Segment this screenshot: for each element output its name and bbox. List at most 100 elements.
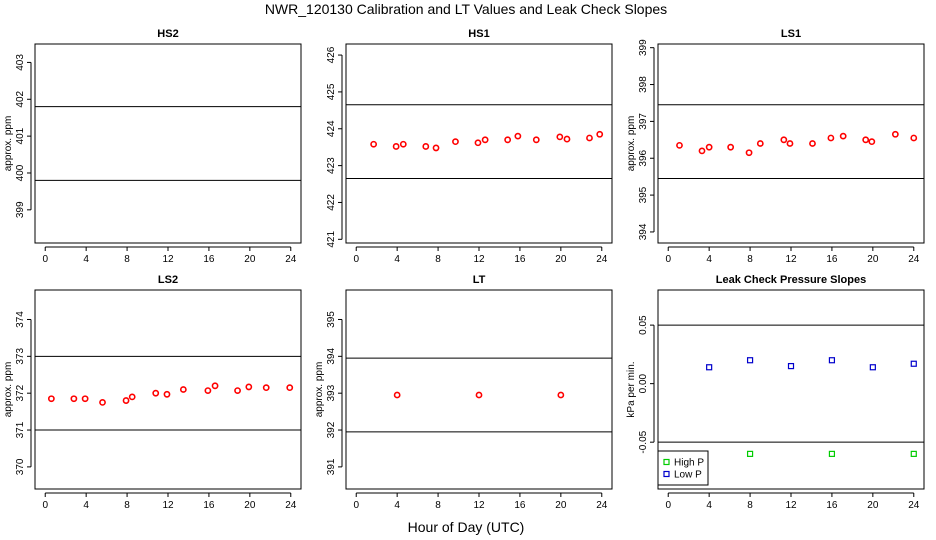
data-point [910,450,917,457]
x-tick-label: 24 [908,500,920,511]
x-tick-label: 16 [203,500,215,511]
x-tick-label: 0 [665,500,671,511]
x-tick-label: 20 [244,500,256,511]
x-tick-label: 24 [596,254,608,265]
x-tick-label: 8 [435,254,441,265]
x-tick-label: 20 [867,500,879,511]
x-tick-label: 0 [665,254,671,265]
y-tick-label: 371 [15,421,26,438]
data-point [432,144,440,152]
data-point [786,140,794,147]
x-tick-label: 12 [162,254,174,265]
data-point [869,364,876,371]
y-tick-label: 0.00 [638,373,649,393]
data-point [47,395,55,403]
legend-label: High P [674,458,704,469]
data-point [586,134,593,142]
data-point [234,387,241,395]
panel-2: HS1 0 4 8 12 16 20 24 421 422 423 424 425 426 [326,28,613,265]
data-point [563,135,571,143]
y-tick-label: 372 [15,384,26,401]
x-tick-label: 4 [706,254,712,265]
data-point [422,143,430,150]
y-tick-label: 394 [326,348,337,365]
data-point [475,391,483,399]
x-tick-label: 4 [394,254,400,265]
x-tick-label: 8 [124,254,130,265]
x-tick-label: 12 [785,254,797,265]
data-point [122,397,130,404]
x-tick-label: 12 [162,500,174,511]
x-tick-label: 16 [826,500,838,511]
data-point [706,364,713,371]
data-point [891,130,899,138]
y-tick-label: 425 [326,83,337,100]
data-point [128,393,136,401]
data-point [179,386,187,393]
data-point [787,362,795,370]
legend-box [657,450,709,486]
x-tick-label: 20 [555,500,567,511]
x-tick-label: 24 [285,254,297,265]
data-point [676,141,683,149]
panel-title: HS2 [157,28,178,40]
data-point [556,133,564,141]
y-tick-label: 396 [638,149,649,166]
x-tick-label: 4 [83,500,89,511]
y-tick-label: 394 [638,223,649,240]
y-tick-label: 395 [326,311,337,328]
data-point [81,395,89,403]
data-point [828,357,836,364]
y-tick-label: 401 [15,127,26,144]
legend-marker [663,458,670,466]
data-point [393,391,401,399]
panel-4: LS2 0 4 8 12 16 20 24 370 371 372 373 374 approx. ppm [3,274,302,511]
y-axis-label: approx. ppm [626,116,637,172]
x-tick-label: 24 [285,500,297,511]
x-tick-label: 0 [42,254,48,265]
data-point [370,140,378,148]
legend-marker [663,470,670,478]
data-point [746,450,754,457]
plot-frame [657,43,925,244]
y-axis-label: approx. ppm [3,362,14,418]
data-point [70,395,78,403]
y-tick-label: 399 [15,201,26,218]
data-point [262,384,270,392]
data-point [746,357,754,364]
data-point [910,134,918,142]
figure-title: NWR_120130 Calibration and LT Values and… [265,1,667,17]
y-tick-label: 374 [15,311,26,328]
y-tick-label: 398 [638,76,649,93]
x-tick-label: 20 [244,254,256,265]
data-point [827,134,835,142]
data-point [99,398,106,406]
y-tick-label: 0.05 [638,315,649,335]
x-tick-label: 12 [785,500,797,511]
x-tick-label: 8 [435,500,441,511]
legend-label: Low P [674,470,702,481]
panel-title: LS1 [781,28,801,40]
x-axis-label: Hour of Day (UTC) [408,519,525,535]
x-tick-label: 4 [83,254,89,265]
y-tick-label: 423 [326,157,337,174]
data-point [828,450,836,457]
x-tick-label: 16 [514,254,526,265]
y-axis-label: approx. ppm [314,362,325,418]
plot-frame [345,43,613,244]
data-point [245,383,253,391]
panel-3: LS1 0 4 8 12 16 20 24 394 395 396 397 398 399 approx. … [626,28,925,265]
y-tick-label: 422 [326,194,337,211]
data-point [910,360,917,367]
y-tick-label: -0.05 [638,430,649,453]
data-point [481,136,489,144]
x-tick-label: 8 [124,500,130,511]
x-tick-label: 16 [514,500,526,511]
data-point [211,382,219,390]
x-tick-label: 8 [747,254,753,265]
data-point [557,391,565,399]
x-tick-label: 24 [596,500,608,511]
y-tick-label: 397 [638,113,649,130]
